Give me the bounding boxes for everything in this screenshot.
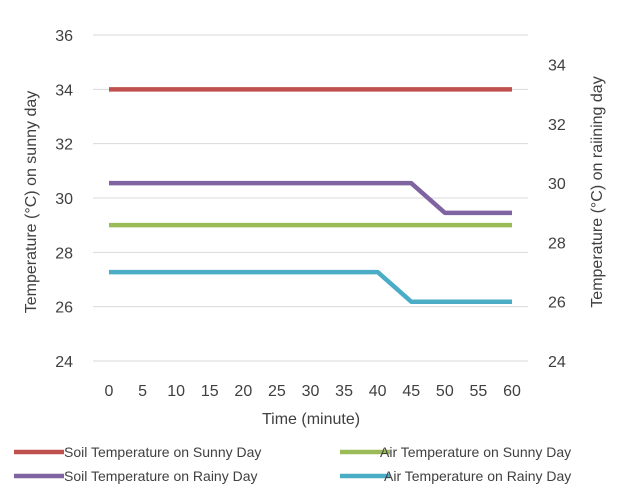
x-tick-label: 20 (234, 383, 252, 400)
right-axis-ticks: 24 26 28 30 32 34 (548, 58, 566, 371)
y-tick-label: 36 (55, 28, 73, 45)
legend-label: Air Temperature on Rainy Day (384, 468, 571, 484)
series-line (109, 269, 512, 304)
x-tick-label: 60 (503, 383, 521, 400)
legend-label: Soil Temperature on Rainy Day (64, 468, 258, 484)
y-tick-label: 26 (55, 300, 73, 317)
y2-tick-label: 34 (548, 58, 566, 75)
y-tick-label: 32 (55, 137, 73, 154)
y-tick-label: 30 (55, 191, 73, 208)
y2-tick-label: 32 (548, 117, 566, 134)
x-tick-label: 10 (167, 383, 185, 400)
y2-tick-label: 28 (548, 235, 566, 252)
y-tick-label: 34 (55, 82, 73, 99)
x-tick-label: 30 (302, 383, 320, 400)
x-axis-title: Time (minute) (262, 411, 360, 428)
legend-label: Air Temperature on Sunny Day (380, 444, 571, 460)
legend: Soil Temperature on Sunny Day Air Tempera… (14, 444, 571, 484)
x-axis-ticks: 0 5 10 15 20 25 30 35 40 45 50 55 60 (105, 383, 521, 400)
series-lines (109, 87, 512, 304)
x-tick-label: 45 (402, 383, 420, 400)
legend-label: Soil Temperature on Sunny Day (64, 444, 261, 460)
right-axis-title: Temperature (°C) on raiining day (589, 76, 606, 307)
x-tick-label: 0 (105, 383, 114, 400)
y2-tick-label: 26 (548, 295, 566, 312)
y2-tick-label: 30 (548, 176, 566, 193)
left-axis-title: Temperature (°C) on sunny day (23, 91, 40, 314)
x-tick-label: 55 (470, 383, 488, 400)
x-tick-label: 40 (369, 383, 387, 400)
x-tick-label: 5 (138, 383, 147, 400)
left-axis-ticks: 24 26 28 30 32 34 36 (55, 28, 73, 371)
x-tick-label: 25 (268, 383, 286, 400)
x-tick-label: 35 (335, 383, 353, 400)
x-tick-label: 15 (201, 383, 219, 400)
y-tick-label: 28 (55, 245, 73, 262)
y2-tick-label: 24 (548, 354, 566, 371)
gridlines (93, 34, 528, 362)
series-line (109, 180, 512, 216)
y-tick-label: 24 (55, 354, 73, 371)
x-tick-label: 50 (436, 383, 454, 400)
